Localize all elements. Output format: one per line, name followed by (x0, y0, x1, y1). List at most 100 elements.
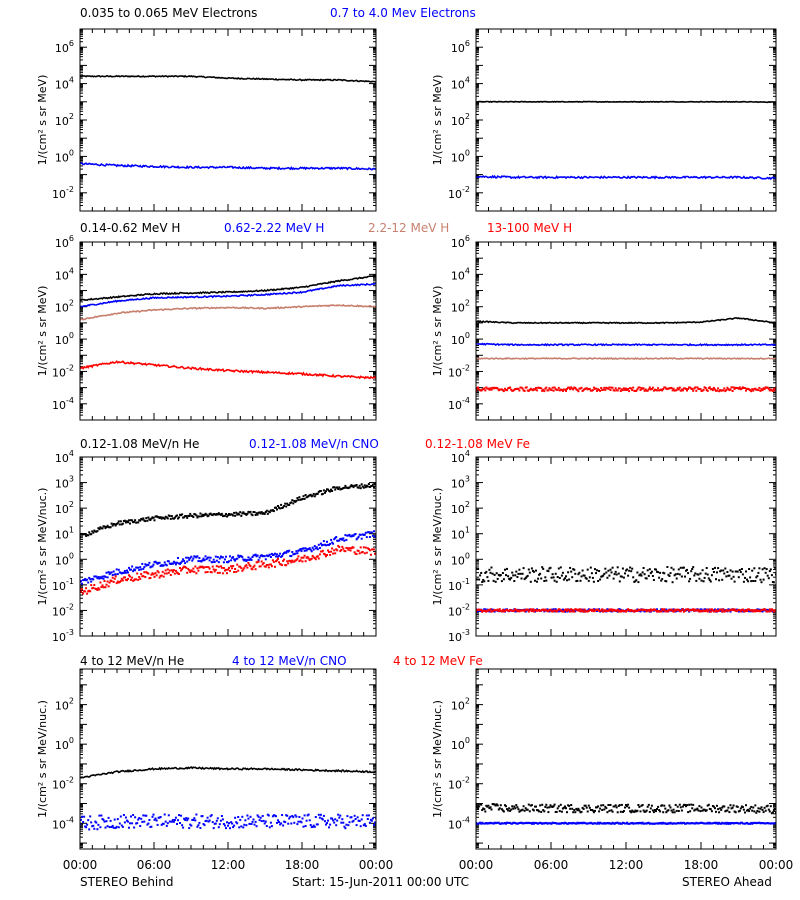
series-red-point (135, 578, 138, 581)
series-black-point (119, 520, 122, 523)
series-black-point (532, 570, 535, 573)
series-black-point (562, 806, 565, 809)
series-black-point (685, 805, 687, 808)
series-blue-point (274, 552, 276, 555)
series-black-point (524, 577, 527, 579)
series-black-point (496, 804, 499, 807)
series-blue-point (209, 556, 212, 559)
series-black-point (659, 810, 662, 813)
series-red-point (670, 386, 673, 389)
series-red-point (121, 579, 124, 582)
series-blue-point (120, 824, 123, 827)
series-red-point (490, 610, 493, 613)
series-red-point (281, 564, 284, 567)
series-blue-point (629, 822, 632, 825)
series-black-point (134, 519, 137, 522)
series-blue-point (300, 821, 303, 824)
series-black-point (194, 513, 197, 516)
series-blue-point (97, 823, 100, 826)
series-blue-point (83, 579, 86, 582)
series-black-point (751, 569, 754, 572)
series-black-point (547, 811, 550, 814)
series-red-point (647, 388, 650, 391)
series-black-point (337, 488, 340, 490)
series-blue-point (722, 822, 725, 825)
series-black-point (319, 490, 322, 492)
series-blue-point (127, 820, 129, 823)
series-black-point (189, 512, 192, 515)
series-blue-point (246, 814, 249, 817)
series-black-point (519, 572, 522, 575)
series-black-point (604, 567, 607, 570)
series-blue-point (236, 822, 239, 825)
series-red-point (152, 573, 155, 576)
series-red-point (687, 608, 690, 611)
series-black-point (769, 805, 772, 808)
series-black-point (144, 520, 147, 523)
series-black-point (109, 526, 112, 529)
series-blue-point (119, 815, 122, 818)
series-black-point (321, 492, 324, 495)
series-blue-point (254, 820, 257, 823)
series-black-point (601, 809, 604, 811)
series-red-point (572, 609, 575, 611)
series-black-point (648, 810, 651, 813)
series-red-point (569, 610, 572, 613)
series-black-point (714, 566, 716, 569)
series-black-point (497, 808, 500, 811)
series-red-point (260, 560, 263, 563)
series-red-point (686, 389, 688, 392)
series-red-point (646, 389, 649, 392)
y-tick-label: 100 (55, 551, 74, 567)
series-red-point (564, 388, 566, 391)
series-red-point (760, 608, 763, 611)
series-blue-point (203, 559, 206, 562)
series-blue-point (328, 543, 330, 546)
series-red-point (126, 579, 128, 582)
series-red-point (569, 388, 572, 391)
series-red-point (698, 387, 701, 390)
series-black-point (697, 573, 700, 576)
series-red-point (610, 386, 613, 389)
series-blue-point (112, 570, 115, 573)
series-black-point (725, 809, 728, 812)
series-black-point (550, 805, 553, 808)
series-red-point (154, 572, 157, 575)
series-black-point (669, 572, 672, 575)
series-red-point (527, 610, 530, 613)
series-black-point (168, 515, 171, 517)
series-blue-point (291, 551, 294, 553)
series-blue-point (362, 824, 365, 827)
series-blue-point (772, 822, 775, 825)
series-red-point (652, 608, 655, 611)
series-red-point (719, 389, 722, 392)
series-red-point (479, 389, 482, 392)
series-red-point (263, 565, 266, 568)
series-red-point (759, 389, 762, 392)
series-red-point (355, 553, 358, 556)
series-red-point (257, 560, 260, 563)
series-black-point (536, 809, 538, 812)
series-red-point (700, 610, 703, 613)
series-blue-point (355, 824, 358, 827)
series-black-point (225, 513, 227, 515)
series-blue-point (148, 819, 151, 821)
series-black-point (739, 571, 742, 573)
y-tick-base: 10 (55, 79, 69, 92)
series-red-point (325, 555, 327, 558)
series-red-point (194, 565, 197, 568)
y-tick-base: 10 (55, 478, 69, 491)
series-red-point (128, 574, 130, 577)
series-red-point (340, 549, 343, 551)
series-black-point (699, 572, 702, 575)
series-black-point (744, 576, 746, 579)
y-tick-exponent: 2 (69, 697, 74, 706)
legend-label-2: 0.7 to 4.0 Mev Electrons (330, 6, 476, 20)
series-red-point (639, 389, 642, 391)
series-blue-point (304, 825, 307, 827)
series-black-point (545, 579, 548, 582)
series-black-point (607, 569, 610, 572)
series-red-point (217, 565, 220, 568)
series-black-point (178, 516, 180, 519)
series-red-point (142, 575, 145, 578)
